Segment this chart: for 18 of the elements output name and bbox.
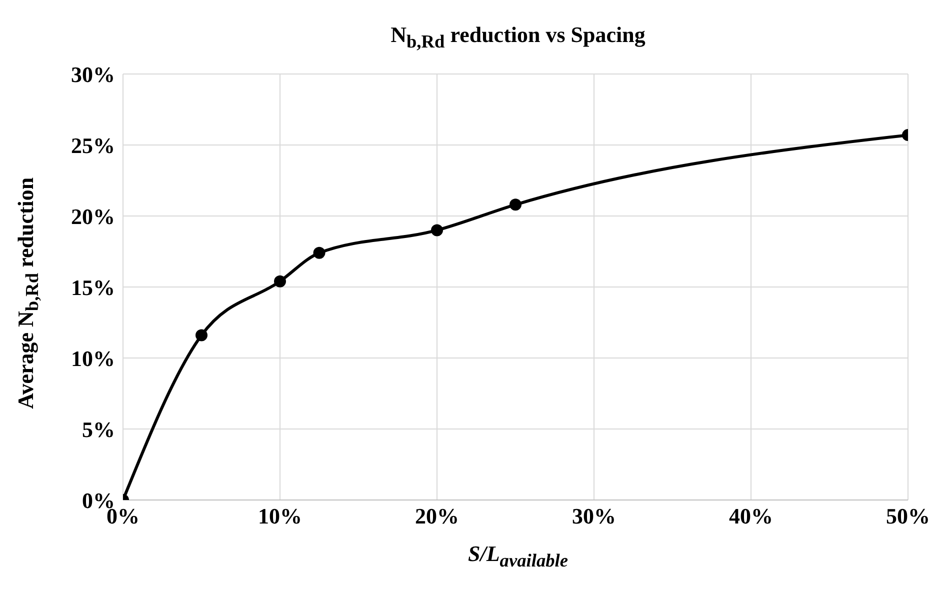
y-tick-label: 15% xyxy=(71,274,115,300)
y-tick-label: 25% xyxy=(71,132,115,158)
x-tick-label: 10% xyxy=(258,504,302,529)
y-tick-label: 10% xyxy=(71,346,115,371)
x-tick-label: 30% xyxy=(572,504,616,529)
point xyxy=(274,275,286,288)
x-axis-title: S/L$_{available}$ xyxy=(467,541,569,572)
y-tick-label: 20% xyxy=(71,204,115,229)
y-tick-label: 5% xyxy=(82,416,115,442)
x-tick-label: 20% xyxy=(415,504,459,529)
point xyxy=(196,329,208,342)
y-tick-label: 30% xyxy=(71,62,115,87)
x-tick-label: 50% xyxy=(886,504,930,529)
point xyxy=(431,224,443,236)
x-tick-label: 40% xyxy=(729,504,773,529)
point xyxy=(313,246,326,259)
point xyxy=(510,198,522,211)
chart-title: N$_{b,Rd}$ reduction vs Spacing xyxy=(390,22,646,52)
